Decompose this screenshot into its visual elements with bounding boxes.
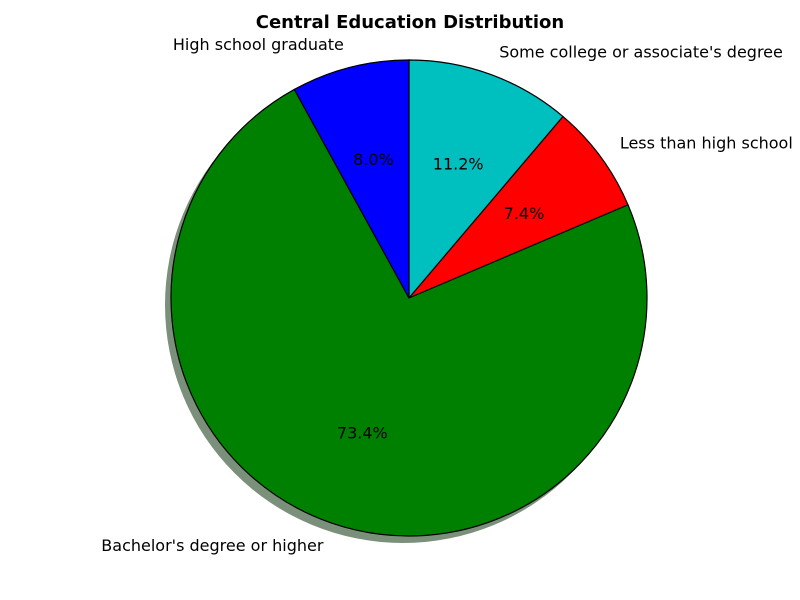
pie-slice-some-college-or-associate-s-degree bbox=[408, 59, 564, 300]
pie-category-label: Some college or associate's degree bbox=[499, 43, 783, 62]
pie-slices bbox=[170, 59, 648, 537]
pie-percent-label: 8.0% bbox=[353, 150, 394, 169]
pie-percent-labels: 11.2% 7.4% 73.4% 8.0% bbox=[337, 150, 544, 442]
pie-percent-label: 73.4% bbox=[337, 423, 388, 442]
pie-percent-label: 7.4% bbox=[504, 204, 545, 223]
pie-slice-high-school-graduate bbox=[293, 59, 410, 299]
pie-slice-less-than-high-school bbox=[408, 115, 629, 299]
pie-slice-bachelor-s-degree-or-higher bbox=[170, 88, 648, 537]
pie-category-labels: Some college or associate's degree Less t… bbox=[101, 35, 792, 555]
pie-percent-label: 11.2% bbox=[433, 154, 484, 173]
pie-category-label: High school graduate bbox=[173, 35, 344, 54]
pie-category-label: Less than high school bbox=[620, 133, 793, 152]
pie-category-label: Bachelor's degree or higher bbox=[101, 536, 324, 555]
chart-title: Central Education Distribution bbox=[256, 12, 564, 33]
